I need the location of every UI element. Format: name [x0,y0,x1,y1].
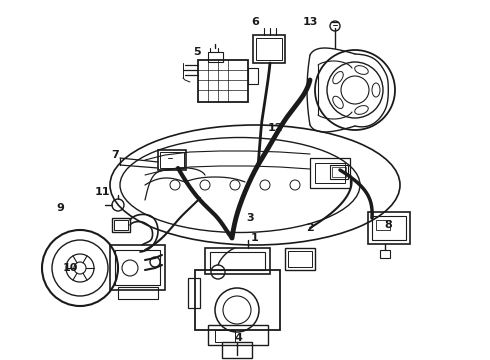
Text: 2: 2 [306,223,314,233]
Text: 3: 3 [246,213,254,223]
Bar [205,248,270,274]
Text: 7: 7 [111,150,119,160]
Text: 10: 10 [62,263,78,273]
Bar [256,38,282,60]
Bar [112,218,130,232]
Bar [195,270,280,330]
Bar [332,167,346,177]
Bar [208,325,268,345]
Bar [376,220,390,230]
Bar [210,252,265,270]
Bar [248,68,258,84]
Text: 6: 6 [251,17,259,27]
Text: 8: 8 [384,220,392,230]
Bar [160,152,184,168]
Text: 13: 13 [302,17,318,27]
Bar [310,158,350,188]
Text: 9: 9 [56,203,64,213]
Bar [315,163,345,183]
Bar [368,212,410,244]
Bar [208,52,223,62]
Bar [118,287,158,299]
Bar [330,165,348,179]
Bar [198,60,248,102]
Bar [158,150,186,170]
Bar [115,250,160,285]
Bar [288,251,312,267]
Bar [215,330,235,342]
Text: 4: 4 [234,333,242,343]
Bar [372,216,406,240]
Bar [222,342,252,358]
Bar [114,220,128,230]
Text: 12: 12 [267,123,283,133]
Bar [188,278,200,308]
Bar [380,250,390,258]
Bar [285,248,315,270]
Bar [253,35,285,63]
Bar [110,245,165,290]
Text: 5: 5 [193,47,201,57]
Text: 1: 1 [251,233,259,243]
Text: 11: 11 [94,187,110,197]
